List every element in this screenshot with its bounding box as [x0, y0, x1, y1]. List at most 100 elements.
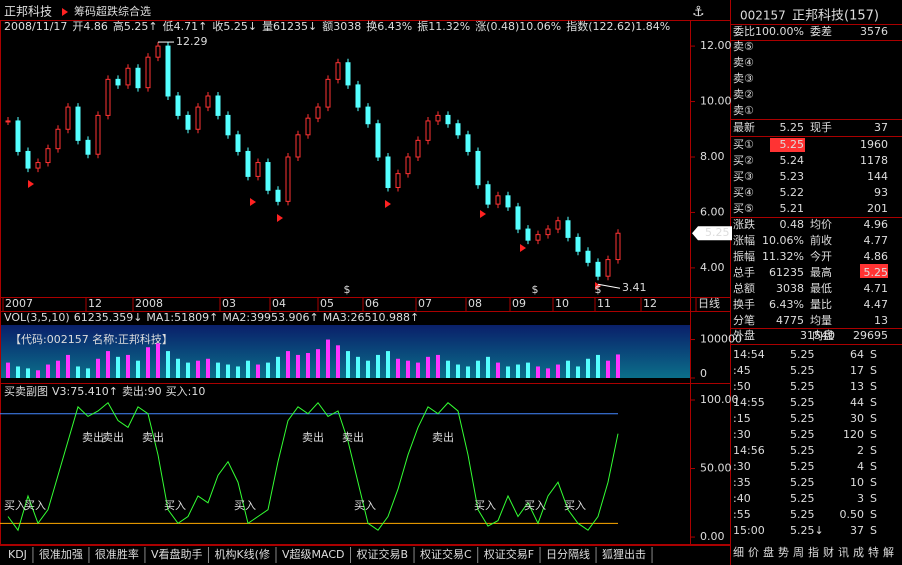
candle — [15, 120, 21, 152]
candle — [535, 234, 541, 241]
lock-icon[interactable]: ⚓ — [692, 4, 705, 20]
quote-cell: 1960 — [860, 138, 888, 151]
candle — [65, 106, 71, 130]
side-tab[interactable]: 特 — [868, 545, 879, 559]
quote-cell: 93 — [874, 186, 888, 199]
code: 002157 — [740, 9, 786, 23]
candle — [465, 134, 471, 152]
sell-level: 卖④ — [733, 56, 754, 69]
quote-cell: 内盘 — [812, 328, 834, 342]
quote-cell: 5.25 — [790, 364, 815, 377]
candle — [245, 150, 251, 177]
quote-cell: 4775 — [776, 314, 804, 327]
quote-cell: S — [870, 524, 877, 537]
volume-bar — [266, 362, 270, 378]
volume-title: MA2:39953.906↑ — [222, 311, 318, 324]
indicator-name: 筹码超跌综合选 — [74, 4, 151, 18]
quote-cell: 4 — [857, 460, 864, 473]
tab[interactable]: V超级MACD — [282, 547, 345, 561]
tab[interactable]: 很准加强 — [39, 547, 83, 561]
tab[interactable]: 日分隔线 — [546, 547, 590, 561]
quote-cell: 0.50 — [840, 508, 865, 521]
side-tab[interactable]: 财 — [823, 545, 834, 559]
candle — [205, 95, 211, 108]
volume-bar — [526, 362, 530, 378]
candle — [335, 62, 341, 80]
candle — [185, 114, 191, 130]
side-tab[interactable]: 指 — [808, 545, 819, 559]
tab[interactable]: 狐狸出击 — [602, 547, 646, 561]
candle — [435, 114, 441, 122]
x-tick-label: 2007 — [5, 297, 33, 310]
quote-cell: 13 — [850, 380, 864, 393]
side-tab[interactable]: 讯 — [838, 546, 849, 559]
side-tab[interactable]: 价 — [748, 546, 759, 559]
x-tick-label: 05 — [320, 297, 334, 310]
info-item: 振11.32% — [417, 19, 470, 33]
y-tick-label: 0.00 — [700, 530, 725, 543]
volume-title: 61235.359↓ — [74, 311, 143, 324]
volume-bar — [296, 354, 300, 378]
x-tick-label: 04 — [272, 297, 286, 310]
y-tick-label: 100000 — [700, 333, 742, 346]
candle — [115, 78, 121, 86]
sell-signal: 卖出 — [302, 430, 324, 444]
quote-cell: 100.00% — [755, 25, 804, 38]
candle — [255, 162, 261, 177]
volume-bar — [376, 354, 380, 378]
tab[interactable]: 权证交易B — [356, 547, 408, 561]
tab[interactable]: 权证交易C — [420, 547, 472, 561]
y-tick-label: 8.00 — [700, 150, 725, 163]
candle — [355, 84, 361, 108]
side-tab[interactable]: 解 — [883, 545, 894, 559]
x-tick-label: 12 — [88, 297, 102, 310]
volume-bar — [206, 358, 210, 378]
quote-cell: 前收 — [810, 233, 832, 247]
side-tab[interactable]: 周 — [793, 546, 804, 559]
quote-cell: 5.25 — [790, 508, 815, 521]
volume-bar — [166, 351, 170, 378]
quote-cell: 2 — [857, 444, 864, 457]
quote-cell: 总手 — [733, 265, 755, 279]
volume-bar — [496, 362, 500, 378]
quote-cell: :50 — [733, 380, 751, 393]
quote-cell: 37 — [874, 121, 888, 134]
volume-bar — [366, 360, 370, 378]
quote-cell: :45 — [733, 364, 751, 377]
side-tab[interactable]: 细 — [733, 546, 744, 559]
y-tick-label: 50.00 — [700, 462, 732, 475]
tab[interactable]: 权证交易F — [484, 547, 534, 561]
volume-bar — [336, 345, 340, 378]
quote-cell: 现手 — [810, 120, 832, 134]
quote-cell: S — [870, 364, 877, 377]
volume-bar — [256, 364, 260, 378]
x-tick-label: 09 — [512, 297, 526, 310]
highlight — [770, 138, 805, 152]
tab[interactable]: 很准胜率 — [95, 547, 139, 561]
quote-cell: 11.32% — [762, 250, 804, 263]
sell-level: 卖⑤ — [733, 40, 754, 53]
tab[interactable]: V看盘助手 — [151, 547, 203, 561]
buy-signal: 买入 — [474, 499, 496, 512]
quote-cell: 涨幅 — [733, 234, 755, 247]
quote-cell: :40 — [733, 492, 751, 505]
volume-bar — [26, 368, 30, 378]
candle — [175, 95, 181, 116]
x-tick-label: 12 — [643, 297, 657, 310]
quote-cell: 4.47 — [864, 298, 889, 311]
y-tick-label: 0 — [700, 367, 707, 380]
candle — [225, 114, 231, 136]
x-tick-label: 11 — [597, 297, 611, 310]
candle — [215, 95, 221, 116]
side-tab[interactable]: 成 — [853, 546, 864, 559]
quote-cell: 5.25 — [780, 138, 805, 151]
side-tab[interactable]: 势 — [778, 546, 789, 559]
x-tick-label: 10 — [555, 297, 569, 310]
tab[interactable]: KDJ — [8, 548, 27, 561]
quote-cell: 买⑤ — [733, 202, 754, 215]
quote-cell: 委差 — [810, 24, 832, 38]
side-tab[interactable]: 盘 — [763, 545, 774, 559]
quote-cell: 13 — [874, 314, 888, 327]
volume-bar — [16, 366, 20, 378]
tab[interactable]: 机构K线(修 — [214, 547, 270, 561]
